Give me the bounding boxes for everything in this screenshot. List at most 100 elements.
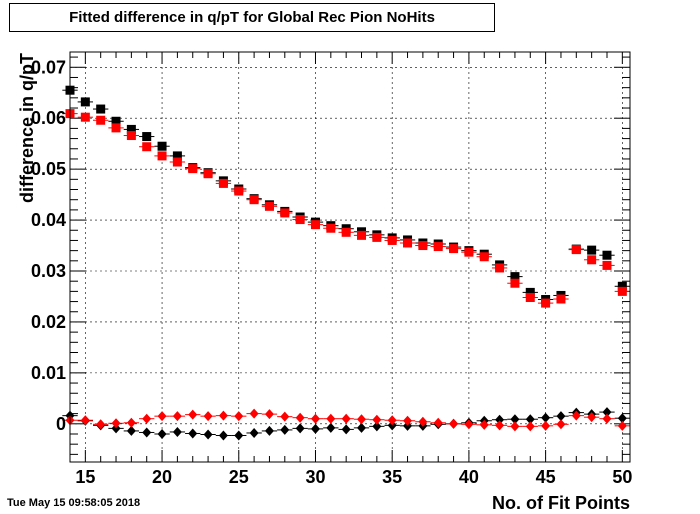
- data-point-diamond: [249, 427, 259, 438]
- data-point-square: [556, 294, 566, 304]
- data-point-diamond: [157, 428, 167, 439]
- data-point-square: [525, 292, 535, 302]
- data-point-diamond: [203, 429, 213, 440]
- x-tick-label: 50: [612, 467, 632, 487]
- data-point-diamond: [326, 422, 336, 433]
- data-point-diamond: [96, 419, 106, 430]
- data-point-square: [218, 178, 228, 188]
- data-point-diamond: [556, 411, 566, 422]
- data-point-square: [172, 157, 182, 167]
- data-point-square: [295, 215, 305, 225]
- plot-frame: [69, 51, 631, 463]
- data-point-square: [617, 286, 627, 296]
- data-point-diamond: [525, 414, 535, 425]
- data-point-diamond: [387, 415, 397, 426]
- y-tick-label: 0: [56, 414, 66, 434]
- data-point-diamond: [280, 424, 290, 435]
- x-tick-label: 30: [305, 467, 325, 487]
- data-point-diamond: [556, 419, 566, 430]
- data-point-diamond: [188, 409, 198, 420]
- data-point-diamond: [111, 418, 121, 429]
- data-point-diamond: [403, 415, 413, 426]
- data-point-square: [602, 250, 612, 260]
- data-point-square: [571, 245, 581, 255]
- data-point-square: [157, 151, 167, 161]
- data-point-diamond: [142, 413, 152, 424]
- data-point-diamond: [372, 421, 382, 432]
- data-point-diamond: [464, 419, 474, 430]
- x-tick-label: 45: [536, 467, 556, 487]
- y-tick-label: 0.04: [31, 210, 66, 230]
- data-point-diamond: [234, 411, 244, 422]
- chart-title: Fitted difference in q/pT for Global Rec…: [69, 9, 435, 26]
- data-point-diamond: [571, 410, 581, 421]
- data-point-square: [326, 223, 336, 233]
- data-point-square: [341, 227, 351, 237]
- data-point-diamond: [449, 418, 459, 429]
- data-point-diamond: [602, 413, 612, 424]
- data-point-square: [172, 151, 182, 161]
- data-point-diamond: [172, 411, 182, 422]
- data-point-square: [188, 164, 198, 174]
- data-point-square: [510, 278, 520, 288]
- data-point-diamond: [249, 408, 259, 419]
- y-tick-label: 0.07: [31, 57, 66, 77]
- data-point-diamond: [510, 414, 520, 425]
- y-tick-label: 0.03: [31, 261, 66, 281]
- data-point-square: [280, 208, 290, 218]
- data-point-diamond: [203, 411, 213, 422]
- data-point-diamond: [310, 413, 320, 424]
- data-point-diamond: [142, 427, 152, 438]
- data-point-diamond: [587, 412, 597, 423]
- data-point-square: [495, 263, 505, 273]
- y-tick-label: 0.01: [31, 363, 66, 383]
- data-point-diamond: [433, 417, 443, 428]
- data-point-diamond: [295, 423, 305, 434]
- data-point-diamond: [326, 413, 336, 424]
- title-box: Fitted difference in q/pT for Global Rec…: [9, 3, 495, 32]
- data-point-diamond: [541, 420, 551, 431]
- y-tick-label: 0.06: [31, 108, 66, 128]
- data-point-square: [203, 169, 213, 179]
- tick-labels: 15 20 25 30 35 40 45 50 0 0.01 0.02 0.03 0.04 0.05 0.0…: [31, 57, 632, 487]
- y-tick-label: 0.05: [31, 159, 66, 179]
- data-point-diamond: [264, 409, 274, 420]
- data-point-diamond: [111, 423, 121, 434]
- x-tick-label: 35: [382, 467, 402, 487]
- data-point-square: [372, 232, 382, 242]
- x-axis-label: No. of Fit Points: [492, 493, 630, 513]
- data-point-diamond: [218, 410, 228, 421]
- data-point-square: [433, 242, 443, 252]
- data-point-diamond: [387, 420, 397, 431]
- data-point-square: [126, 131, 136, 141]
- data-point-square: [157, 141, 167, 151]
- data-point-diamond: [280, 411, 290, 422]
- data-point-diamond: [357, 414, 367, 425]
- data-point-square: [510, 272, 520, 282]
- data-point-square: [234, 186, 244, 196]
- data-point-diamond: [510, 421, 520, 432]
- data-point-square: [541, 298, 551, 308]
- data-point-diamond: [403, 420, 413, 431]
- data-point-diamond: [357, 422, 367, 433]
- data-point-square: [418, 241, 428, 251]
- data-point-square: [587, 255, 597, 265]
- data-point-diamond: [310, 423, 320, 434]
- data-point-square: [111, 123, 121, 133]
- data-point-square: [310, 220, 320, 230]
- data-point-square: [479, 252, 489, 262]
- data-point-square: [617, 281, 627, 291]
- data-point-diamond: [617, 413, 627, 424]
- data-point-diamond: [157, 411, 167, 422]
- data-point-diamond: [234, 430, 244, 441]
- data-point-square: [464, 247, 474, 257]
- data-markers: [62, 85, 630, 441]
- grid-lines: [70, 52, 630, 462]
- data-point-diamond: [126, 425, 136, 436]
- data-point-diamond: [372, 414, 382, 425]
- data-point-square: [357, 230, 367, 240]
- data-point-square: [602, 260, 612, 270]
- data-point-diamond: [341, 424, 351, 435]
- data-point-diamond: [479, 419, 489, 430]
